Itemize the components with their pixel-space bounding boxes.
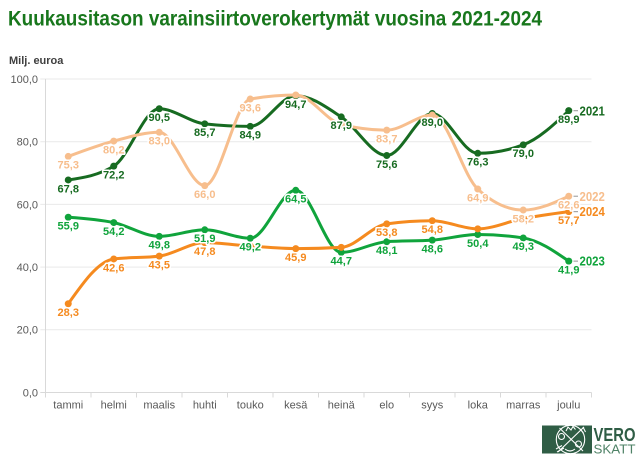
- svg-text:58,2: 58,2: [513, 213, 534, 225]
- svg-text:80,2: 80,2: [103, 144, 124, 156]
- svg-text:75,6: 75,6: [376, 159, 397, 171]
- svg-text:64,5: 64,5: [285, 194, 306, 206]
- svg-text:47,8: 47,8: [194, 246, 215, 258]
- svg-text:75,3: 75,3: [58, 160, 79, 172]
- svg-text:joulu: joulu: [556, 400, 580, 412]
- svg-text:53,8: 53,8: [376, 227, 397, 239]
- svg-text:elo: elo: [379, 400, 394, 412]
- svg-text:48,1: 48,1: [376, 245, 397, 257]
- svg-text:57,7: 57,7: [558, 215, 579, 227]
- svg-text:55,9: 55,9: [58, 221, 79, 233]
- svg-text:Milj. euroa: Milj. euroa: [9, 55, 64, 67]
- svg-text:20,0: 20,0: [17, 325, 38, 337]
- svg-text:89,9: 89,9: [558, 114, 579, 126]
- svg-text:2021: 2021: [580, 103, 605, 118]
- svg-text:83,7: 83,7: [376, 133, 397, 145]
- svg-text:50,4: 50,4: [467, 238, 489, 250]
- svg-text:85,7: 85,7: [194, 127, 215, 139]
- svg-text:67,8: 67,8: [58, 183, 79, 195]
- svg-text:28,3: 28,3: [58, 307, 79, 319]
- svg-text:87,9: 87,9: [331, 120, 352, 132]
- svg-text:93,6: 93,6: [240, 102, 261, 114]
- svg-text:89,0: 89,0: [422, 117, 443, 129]
- svg-text:loka: loka: [468, 400, 489, 412]
- svg-text:79,0: 79,0: [513, 148, 534, 160]
- svg-text:2022: 2022: [580, 189, 605, 204]
- svg-text:41,9: 41,9: [558, 264, 579, 276]
- svg-text:kesä: kesä: [284, 400, 308, 412]
- svg-text:syys: syys: [421, 400, 444, 412]
- svg-text:huhti: huhti: [193, 400, 217, 412]
- svg-text:94,7: 94,7: [285, 99, 306, 111]
- svg-text:76,3: 76,3: [467, 157, 488, 169]
- svg-text:VERO: VERO: [594, 425, 636, 445]
- svg-text:60,0: 60,0: [17, 199, 38, 211]
- svg-text:SKATT: SKATT: [594, 442, 636, 457]
- svg-text:44,7: 44,7: [331, 256, 352, 268]
- svg-text:Kuukausitason varainsiirtovero: Kuukausitason varainsiirtoverokertymät v…: [8, 8, 542, 31]
- svg-text:62,6: 62,6: [558, 200, 579, 212]
- svg-text:84,9: 84,9: [240, 130, 261, 142]
- svg-text:100,0: 100,0: [10, 74, 38, 86]
- svg-text:90,5: 90,5: [149, 112, 170, 124]
- svg-text:51,9: 51,9: [194, 233, 215, 245]
- svg-text:2023: 2023: [580, 254, 605, 269]
- svg-text:49,8: 49,8: [149, 240, 170, 252]
- svg-text:45,9: 45,9: [285, 252, 306, 264]
- svg-text:maalis: maalis: [143, 400, 175, 412]
- svg-text:54,2: 54,2: [103, 226, 124, 238]
- svg-text:66,0: 66,0: [194, 189, 215, 201]
- svg-text:49,3: 49,3: [513, 241, 534, 253]
- svg-text:80,0: 80,0: [17, 137, 38, 149]
- svg-text:40,0: 40,0: [17, 262, 38, 274]
- svg-text:helmi: helmi: [101, 400, 127, 412]
- svg-text:83,0: 83,0: [149, 136, 170, 148]
- svg-text:43,5: 43,5: [149, 259, 170, 271]
- svg-text:72,2: 72,2: [103, 169, 124, 181]
- svg-text:touko: touko: [237, 400, 264, 412]
- svg-text:0,0: 0,0: [23, 387, 38, 399]
- svg-text:49,2: 49,2: [240, 242, 261, 254]
- svg-text:64,9: 64,9: [467, 192, 488, 204]
- svg-text:heinä: heinä: [328, 400, 356, 412]
- svg-text:48,6: 48,6: [422, 243, 443, 255]
- svg-text:54,8: 54,8: [422, 224, 443, 236]
- svg-text:tammi: tammi: [53, 400, 83, 412]
- svg-text:marras: marras: [506, 400, 541, 412]
- svg-text:42,6: 42,6: [103, 262, 124, 274]
- svg-text:2024: 2024: [580, 204, 606, 219]
